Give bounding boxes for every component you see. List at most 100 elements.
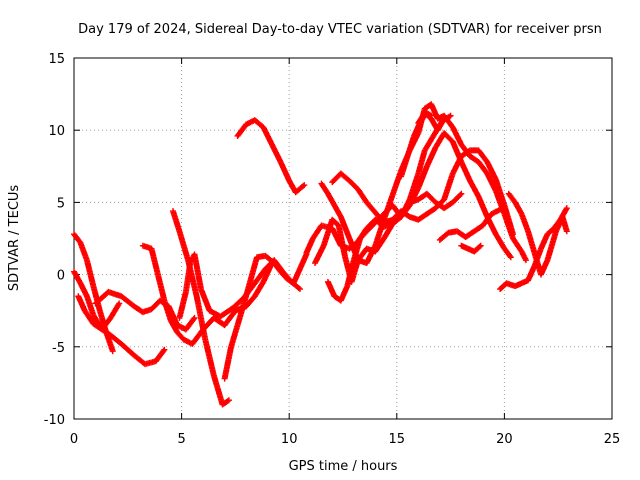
data-point-fill [435, 116, 447, 132]
data-point-fill [416, 211, 429, 222]
data-point-fill [438, 230, 451, 242]
data-point-fill [170, 209, 182, 233]
data-point-fill [472, 223, 485, 234]
data-point-fill [415, 164, 430, 190]
y-tick-label: 10 [48, 124, 65, 139]
data-point-fill [422, 134, 436, 153]
data-point-fill [252, 280, 266, 298]
y-tick-label: -5 [52, 341, 65, 356]
data-point-fill [310, 223, 324, 241]
data-point-fill [468, 154, 481, 165]
data-point-fill [119, 294, 137, 309]
data-point-fill [493, 232, 507, 251]
data-point-fill [291, 267, 303, 285]
y-axis-label: SDTVAR / TECUs [7, 185, 22, 292]
series-arc-3 [75, 293, 123, 333]
data-point-fill [161, 299, 174, 323]
data-point-fill [247, 255, 260, 282]
data-point-fill [502, 246, 513, 260]
data-point-fill [344, 258, 357, 288]
data-point-fill [335, 223, 348, 259]
data-point-fill [510, 236, 524, 254]
data-point-fill [312, 244, 326, 265]
data-point-fill [450, 191, 464, 205]
data-point-fill [347, 178, 360, 192]
data-point-fill [458, 160, 473, 183]
data-point-fill [476, 148, 490, 164]
data-point-fill [442, 131, 455, 144]
data-point [497, 206, 504, 213]
data-point-fill [319, 181, 331, 196]
data-point-fill [325, 280, 337, 298]
series-arc-20 [505, 190, 570, 278]
series-arc-17 [436, 206, 504, 243]
data-point-fill [82, 309, 96, 326]
data-point-fill [476, 194, 490, 219]
data-point-fill [211, 374, 226, 407]
series-arc-13 [329, 147, 517, 238]
x-tick-label: 15 [389, 432, 406, 447]
data-point-fill [175, 330, 186, 342]
data-point-fill [325, 192, 337, 208]
data-point-fill [489, 207, 502, 217]
data-point [507, 254, 514, 261]
data-point-fill [218, 305, 235, 319]
chart-title: Day 179 of 2024, Sidereal Day-to-day VTE… [78, 22, 602, 37]
data-point-fill [525, 229, 538, 255]
data-point-fill [364, 220, 378, 234]
data-point-fill [261, 125, 275, 147]
data-point-fill [373, 212, 386, 225]
data-point-fill [538, 258, 550, 277]
data-point-fill [381, 222, 395, 241]
data-point-fill [441, 171, 456, 202]
data-point-fill [425, 206, 438, 217]
data-point-fill [512, 200, 524, 216]
data-point [116, 300, 123, 307]
data-point [109, 348, 116, 355]
data-point-fill [351, 236, 363, 262]
data-point-fill [99, 316, 113, 332]
y-axis: -10 -5 0 5 10 15 [44, 52, 612, 428]
data-point-fill [358, 229, 369, 241]
data-point-fill [183, 316, 197, 332]
grid-lines [74, 58, 612, 419]
data-point-fill [108, 333, 124, 346]
y-tick-label: 5 [57, 196, 65, 211]
data-point [510, 231, 517, 238]
data-point-fill [405, 134, 417, 158]
data-point-fill [425, 191, 438, 205]
data-point-fill [77, 241, 90, 262]
series-arc-16 [415, 109, 448, 134]
data-point-fill [519, 212, 531, 233]
data-point-fill [222, 308, 238, 327]
x-tick-label: 20 [496, 432, 513, 447]
x-axis: 0 5 10 15 20 25 [70, 58, 620, 447]
data-point-fill [191, 252, 204, 291]
data-point-fill [332, 203, 344, 219]
series-arc-2 [71, 268, 168, 368]
data-point-fill [155, 273, 168, 303]
data-point-fill [263, 253, 276, 266]
data-point-fill [480, 212, 494, 228]
data-point-fill [349, 258, 361, 284]
data-point-fill [71, 269, 83, 285]
data-point-fill [176, 290, 189, 320]
data-series-layer [71, 101, 570, 408]
data-point [447, 112, 454, 119]
series-arc-8 [221, 251, 310, 382]
data-point-fill [467, 179, 481, 199]
y-tick-label: -10 [44, 413, 65, 428]
data-point-fill [119, 341, 137, 358]
data-point-fill [398, 200, 412, 219]
data-point-fill [339, 171, 352, 183]
data-point-fill [519, 249, 529, 262]
data-point-fill [493, 177, 507, 207]
data-point-fill [321, 218, 335, 248]
data-point-fill [450, 154, 464, 176]
data-point [225, 397, 232, 404]
data-point-fill [278, 160, 292, 183]
series-arc-9 [234, 117, 308, 196]
data-point-fill [221, 345, 234, 381]
data-point [296, 286, 303, 293]
series-arc-12 [318, 101, 529, 267]
